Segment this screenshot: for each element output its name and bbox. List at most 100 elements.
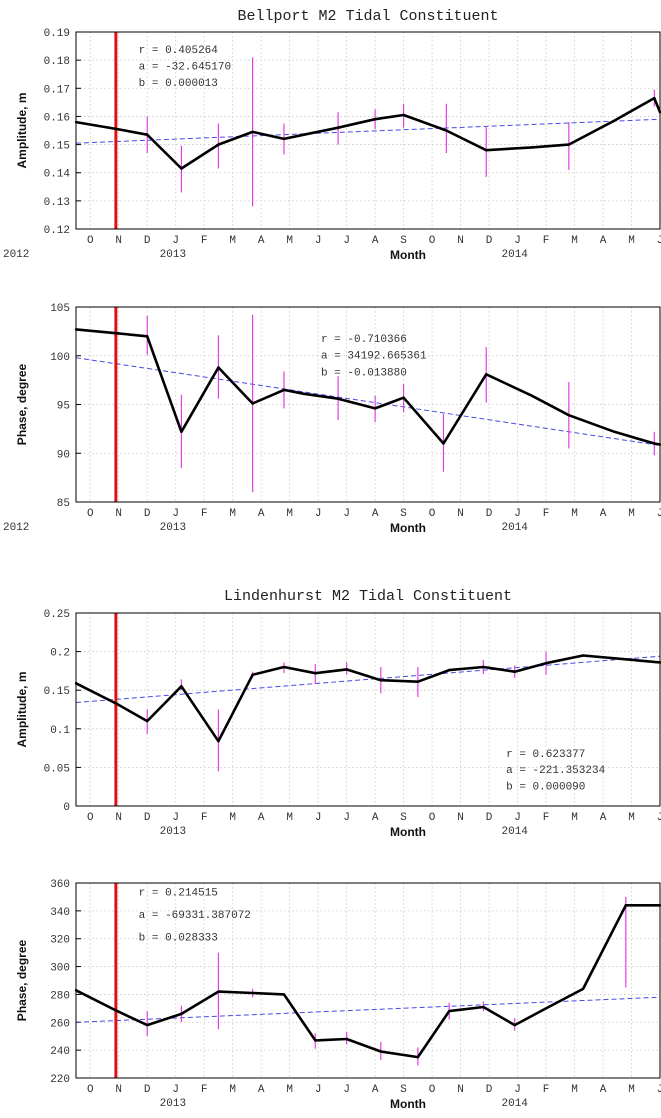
x-tick-label: D (144, 812, 151, 824)
x-tick-label: A (258, 1084, 265, 1096)
x-tick-label: N (115, 812, 122, 824)
data-point (251, 402, 254, 405)
x-tick-label: J (514, 235, 521, 247)
y-tick-label: 0.13 (44, 197, 70, 209)
x-tick-label: J (172, 235, 179, 247)
year-label: 2014 (502, 522, 529, 534)
y-tick-label: 340 (50, 907, 70, 919)
x-tick-label: F (543, 812, 550, 824)
chart-2: O N D J F M A M J J A S O N D J F M A M J 85 90 95 100 105 2012 201… (3, 303, 661, 535)
data-point (379, 678, 383, 682)
data-point (314, 1039, 317, 1042)
x-tick-label: S (400, 508, 407, 520)
data-point (282, 137, 286, 141)
data-point (282, 665, 286, 669)
x-tick-label: A (372, 812, 379, 824)
x-axis-label: Month (390, 825, 426, 839)
x-tick-label: A (600, 1084, 607, 1096)
y-tick-label: 85 (57, 498, 70, 510)
x-tick-label: A (600, 235, 607, 247)
stats-annotation: r = 0.214515 (139, 888, 218, 900)
data-point (567, 143, 571, 146)
y-tick-label: 0.15 (44, 141, 70, 153)
x-tick-label: J (343, 1084, 350, 1096)
y-tick-label: 0.2 (50, 648, 70, 660)
x-tick-label: J (514, 812, 521, 824)
data-point (146, 719, 149, 723)
x-tick-label: D (486, 508, 493, 520)
x-tick-label: O (87, 1084, 94, 1096)
year-label: 2014 (502, 1098, 529, 1110)
y-tick-label: 95 (57, 401, 70, 413)
x-tick-label: F (543, 508, 550, 520)
x-tick-label: A (258, 508, 265, 520)
x-tick-label: A (600, 508, 607, 520)
x-tick-label: M (229, 1084, 236, 1096)
x-tick-label: M (571, 1084, 578, 1096)
data-point (217, 366, 220, 369)
y-tick-label: 105 (50, 303, 70, 315)
year-label: 2013 (160, 826, 186, 838)
x-axis-label: Month (390, 521, 426, 535)
x-tick-label: M (628, 508, 635, 520)
data-point (180, 1012, 183, 1016)
data-point (485, 373, 488, 376)
x-tick-label: F (543, 235, 550, 247)
x-tick-label: D (144, 235, 151, 247)
chart-title: Lindenhurst M2 Tidal Constituent (224, 588, 512, 605)
y-tick-label: 360 (50, 879, 70, 891)
x-tick-label: J (172, 1084, 179, 1096)
trend-line (75, 996, 661, 1023)
data-point (544, 1007, 548, 1010)
year-label: 2012 (3, 522, 29, 534)
x-tick-label: A (600, 812, 607, 824)
x-tick-label: J (315, 812, 322, 824)
x-tick-label: M (628, 1084, 635, 1096)
y-tick-label: 0.19 (44, 28, 70, 40)
data-point (544, 661, 548, 665)
stats-annotation: a = -221.353234 (506, 765, 605, 777)
x-tick-label: D (486, 235, 493, 247)
data-point (116, 332, 119, 335)
data-point (302, 392, 306, 395)
stats-annotation: r = -0.710366 (321, 334, 407, 346)
year-label: 2012 (3, 249, 29, 261)
trend-line (75, 357, 661, 446)
series-line (75, 654, 661, 743)
data-point (373, 407, 377, 410)
x-tick-label: F (201, 1084, 208, 1096)
y-tick-label: 0.25 (44, 609, 70, 621)
data-point (251, 673, 254, 676)
data-point (180, 685, 183, 688)
x-tick-label: J (343, 508, 350, 520)
y-tick-label: 90 (57, 449, 70, 461)
plot-frame (75, 306, 661, 503)
data-point (513, 670, 516, 673)
data-point (402, 396, 405, 399)
data-point (447, 668, 451, 672)
stats-annotation: b = 0.000090 (506, 781, 585, 793)
y-tick-label: 0.1 (50, 725, 70, 737)
data-point (416, 680, 420, 683)
series-line (75, 903, 660, 1059)
x-tick-label: O (87, 235, 94, 247)
data-point (581, 987, 585, 991)
data-point (482, 665, 485, 669)
x-tick-label: N (115, 235, 122, 247)
data-point (513, 1023, 516, 1027)
data-point (282, 993, 286, 996)
x-tick-label: M (571, 812, 578, 824)
data-point (653, 96, 656, 100)
x-tick-label: O (429, 812, 436, 824)
series-line (75, 96, 661, 170)
data-point (251, 991, 254, 995)
plot-frame (75, 882, 661, 1079)
y-tick-label: 320 (50, 935, 70, 947)
x-tick-label: N (115, 1084, 122, 1096)
x-tick-label: J (172, 508, 179, 520)
x-tick-label: J (315, 1084, 322, 1096)
x-tick-label: N (115, 508, 122, 520)
stats-annotation: a = 34192.665361 (321, 351, 427, 363)
x-tick-label: M (571, 508, 578, 520)
stats-annotation: r = 0.623377 (506, 749, 585, 761)
